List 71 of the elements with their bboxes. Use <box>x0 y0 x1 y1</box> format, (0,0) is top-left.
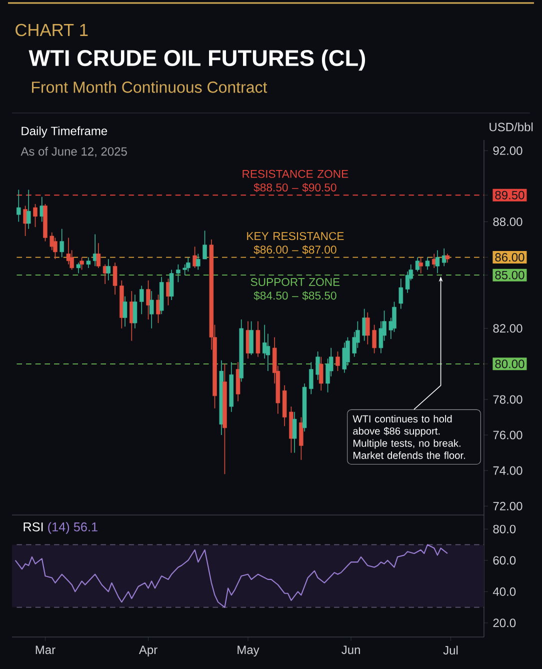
x-tick-label: Apr <box>138 646 158 656</box>
candlestick <box>33 204 38 228</box>
candlestick <box>146 280 150 320</box>
y-tick-label: 86.00 <box>495 253 524 262</box>
ref-line-label: RESISTANCE ZONE $88.50 – $90.50 <box>242 170 348 192</box>
annotation: As of June 12, 2025 <box>20 146 127 158</box>
candlestick <box>96 242 101 268</box>
candlestick <box>176 264 180 283</box>
chart-title: RSI <box>24 522 43 532</box>
annotation: (14) <box>48 522 70 534</box>
candlestick <box>292 412 297 454</box>
candlestick <box>169 269 174 300</box>
candlestick <box>132 294 138 329</box>
candlestick <box>398 278 404 310</box>
chart-title: WTI CRUDE OIL FUTURES (CL) <box>28 49 366 71</box>
caption: CHART 1 <box>16 24 88 36</box>
candlestick <box>196 253 200 270</box>
y-tick-label: 88.00 <box>493 218 522 226</box>
candlestick <box>80 256 84 270</box>
text: Daily Timeframe <box>22 126 108 138</box>
y-tick-label: 80.00 <box>495 360 524 368</box>
candlestick <box>149 290 154 329</box>
candlestick <box>418 256 423 274</box>
y-tick-label: 40.0 <box>492 587 516 596</box>
y-tick-label: 78.00 <box>493 395 522 404</box>
candlestick <box>318 356 324 391</box>
candlestick <box>336 351 340 372</box>
annotation: 56.1 <box>74 522 98 532</box>
candlestick <box>316 351 320 380</box>
annotation: WTI continues to hold above $86 support. Multiple tests, no break. Market defends the floor. <box>352 415 465 459</box>
candlestick <box>26 189 31 230</box>
candlestick <box>309 362 314 395</box>
y-tick-label: 60.0 <box>493 556 516 565</box>
candlestick <box>435 250 440 274</box>
y-tick-label: 74.00 <box>493 466 522 475</box>
y-tick-label: 85.00 <box>495 270 524 280</box>
x-tick-label: Jun <box>342 646 360 654</box>
candlestick <box>299 416 304 460</box>
y-tick-label: 80.0 <box>493 524 516 534</box>
candlestick <box>442 248 446 267</box>
candlestick <box>140 285 144 315</box>
y-axis-title: USD/bbl <box>490 122 533 132</box>
candlestick <box>122 296 128 328</box>
candlestick <box>256 320 260 358</box>
candlestick <box>186 256 190 272</box>
candlestick <box>156 294 160 324</box>
y-tick-label: 82.00 <box>493 324 522 333</box>
candlestick <box>249 320 254 356</box>
candlestick <box>16 189 21 222</box>
candlestick <box>60 228 64 258</box>
candlestick <box>106 258 111 281</box>
ref-line-label: KEY RESISTANCE $86.00 – $87.00 <box>247 232 344 254</box>
candlestick <box>112 262 118 296</box>
candlestick <box>372 324 376 354</box>
y-tick-label: 20.0 <box>493 618 516 628</box>
y-tick-label: 89.50 <box>495 190 524 200</box>
ref-line-label: SUPPORT ZONE $84.50 – $85.50 <box>250 278 340 300</box>
chart-subtitle: Front Month Continuous Contract <box>32 81 268 93</box>
x-tick-label: Mar <box>36 646 56 654</box>
candlestick <box>86 256 91 268</box>
y-tick-label: 92.00 <box>493 146 522 155</box>
candlestick <box>76 262 81 274</box>
y-tick-label: 76.00 <box>493 430 522 440</box>
y-tick-label: 72.00 <box>493 502 522 510</box>
x-tick-label: May <box>238 646 260 656</box>
candlestick <box>192 246 197 268</box>
candlestick <box>366 312 370 345</box>
x-tick-label: Jul <box>443 646 458 655</box>
candlestick <box>202 230 207 260</box>
candlestick <box>425 256 430 270</box>
candlestick <box>415 256 420 272</box>
